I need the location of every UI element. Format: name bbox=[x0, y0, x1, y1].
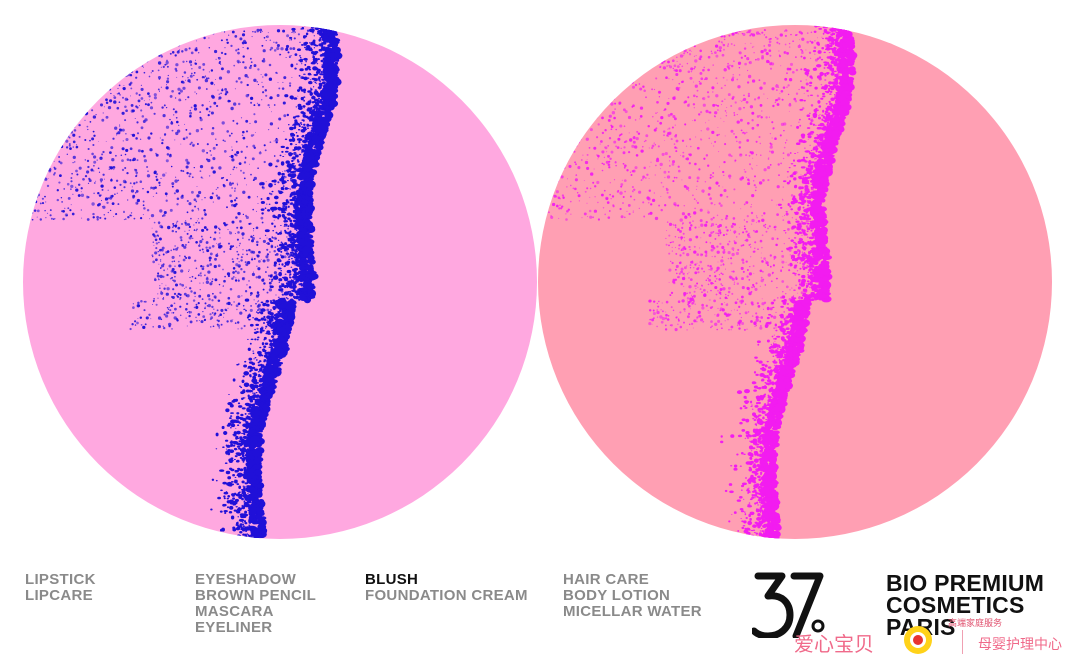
watermark-divider bbox=[962, 630, 963, 654]
sun-emblem-icon bbox=[904, 626, 932, 654]
product-label: BODY LOTION bbox=[563, 587, 671, 604]
swatch-artwork bbox=[23, 25, 1052, 539]
watermark-tagline: 高端家庭服务 bbox=[948, 618, 1003, 628]
product-label: EYELINER bbox=[195, 619, 273, 636]
brand-line: BIO PREMIUM bbox=[886, 570, 1045, 596]
brand-37-degree-icon bbox=[752, 572, 825, 638]
product-label: BROWN PENCIL bbox=[195, 587, 317, 604]
product-label: FOUNDATION CREAM bbox=[365, 587, 528, 604]
product-label: HAIR CARE bbox=[563, 571, 650, 588]
product-column-eyes: EYESHADOW BROWN PENCIL MASCARA EYELINER bbox=[195, 572, 316, 636]
product-label: EYESHADOW bbox=[195, 571, 297, 588]
product-label: MICELLAR WATER bbox=[563, 603, 702, 620]
product-label: MASCARA bbox=[195, 603, 274, 620]
swatch-circle-right bbox=[538, 25, 1052, 539]
watermark: 爱心宝贝 高端家庭服务 母婴护理中心 bbox=[790, 618, 1080, 662]
brand-wordmark: BIO PREMIUM COSMETICS PARIS bbox=[886, 570, 1045, 639]
product-label: BLUSH bbox=[365, 571, 419, 588]
product-column-face: BLUSH FOUNDATION CREAM bbox=[365, 572, 528, 604]
swatch-circle-left bbox=[23, 25, 537, 539]
watermark-subtitle: 母婴护理中心 bbox=[978, 636, 1062, 652]
product-column-body: HAIR CARE BODY LOTION MICELLAR WATER bbox=[563, 572, 702, 620]
watermark-title: 爱心宝贝 bbox=[794, 634, 874, 656]
brand-line: COSMETICS bbox=[886, 592, 1025, 618]
product-label: LIPCARE bbox=[25, 587, 93, 604]
product-label: LIPSTICK bbox=[25, 571, 96, 588]
product-column-lips: LIPSTICK LIPCARE bbox=[25, 572, 96, 604]
